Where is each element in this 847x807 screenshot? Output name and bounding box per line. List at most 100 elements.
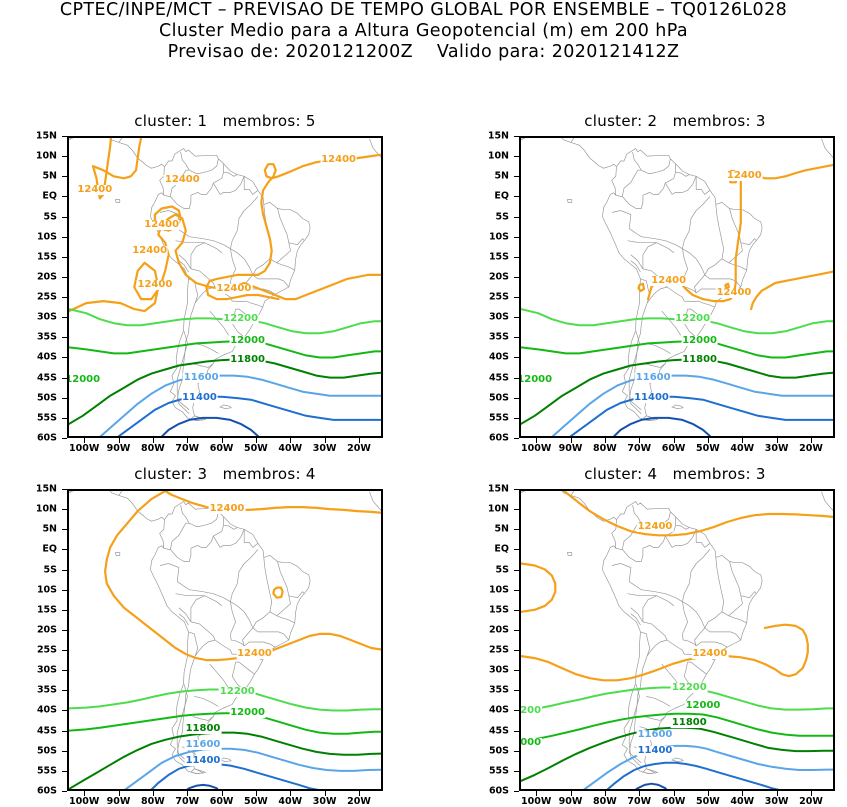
- y-axis-tick-label: 25S: [488, 291, 509, 303]
- y-axis-tick-label: 10S: [488, 584, 509, 596]
- y-axis-tick-mark: [514, 256, 519, 258]
- x-axis-tick-mark: [570, 438, 572, 443]
- y-axis-tick-mark: [514, 196, 519, 198]
- y-axis-tick-label: EQ: [494, 543, 509, 555]
- y-axis-tick-label: 5S: [495, 564, 509, 576]
- y-axis-tick-mark: [62, 136, 67, 137]
- y-axis-tick-mark: [62, 156, 67, 158]
- x-axis-tick-label: 40W: [278, 796, 303, 807]
- contour-label-12200: 12200: [222, 313, 260, 325]
- y-axis-tick-mark: [62, 549, 67, 551]
- contour-label-11600: 11600: [182, 371, 220, 383]
- x-axis-tick-label: 80W: [141, 443, 165, 454]
- x-axis-tick-mark: [742, 438, 744, 443]
- contour-label-12400: 12400: [691, 648, 729, 660]
- x-axis-tick-label: 80W: [593, 443, 617, 454]
- x-axis-tick-label: 100W: [69, 796, 100, 807]
- y-axis-tick-mark: [514, 770, 519, 772]
- x-axis-tick-mark: [221, 791, 223, 796]
- y-axis-tick-label: 55S: [36, 765, 57, 777]
- y-axis-tick-mark: [62, 609, 67, 611]
- contour-label-11400: 11400: [184, 754, 222, 766]
- y-axis-tick-mark: [62, 377, 67, 379]
- x-axis-tick-mark: [152, 438, 154, 443]
- x-axis-tick-label: 60W: [661, 443, 686, 454]
- y-axis-tick-mark: [62, 337, 67, 339]
- plot-area-cluster-3: 12400 12400 12200 12000 11800 11600 11400: [67, 489, 383, 791]
- y-axis-tick-mark: [514, 357, 519, 359]
- y-axis-tick-label: 15N: [487, 130, 509, 142]
- y-axis-tick-mark: [514, 156, 519, 158]
- y-axis-tick-label: 5N: [42, 523, 57, 535]
- y-axis-tick-mark: [514, 489, 519, 490]
- y-axis-tick-label: 5S: [43, 211, 57, 223]
- x-axis-tick-mark: [84, 791, 86, 796]
- y-axis-tick-label: 60S: [36, 432, 57, 444]
- contour-label-12200: 12200: [218, 686, 256, 698]
- y-axis-tick-mark: [514, 176, 519, 178]
- contour-label-12400: 12400: [236, 648, 273, 660]
- y-axis-tick-mark: [514, 690, 519, 692]
- y-axis-tick-label: 5N: [42, 170, 57, 182]
- y-axis-tick-label: 15N: [35, 130, 57, 142]
- x-axis-tick-mark: [776, 791, 778, 796]
- x-axis-tick-mark: [290, 791, 292, 796]
- y-axis-tick-mark: [514, 609, 519, 611]
- map-and-contours-cluster-4: [521, 491, 833, 789]
- contour-label-11800: 11800: [229, 353, 266, 365]
- y-axis-tick-label: 50S: [488, 392, 509, 404]
- y-axis-tick-label: 30S: [36, 311, 57, 323]
- y-axis-tick-mark: [514, 337, 519, 339]
- y-axis-tick-label: 20S: [36, 624, 57, 636]
- x-axis-tick-mark: [604, 791, 606, 796]
- y-axis-tick-label: 45S: [488, 725, 509, 737]
- x-axis-tick-label: 40W: [730, 796, 755, 807]
- y-axis-tick-label: 40S: [36, 351, 57, 363]
- y-axis-tick-mark: [514, 529, 519, 531]
- y-axis-tick-label: 40S: [488, 351, 509, 363]
- y-axis-tick-label: 15S: [36, 251, 57, 263]
- y-axis-tick-mark: [514, 750, 519, 752]
- y-axis-tick-mark: [62, 750, 67, 752]
- x-axis-tick-label: 90W: [558, 796, 583, 807]
- y-axis-tick-mark: [62, 397, 67, 399]
- y-axis-tick-mark: [62, 317, 67, 319]
- y-axis-tick-label: 45S: [36, 725, 57, 737]
- y-axis-tick-label: 55S: [36, 412, 57, 424]
- contour-label-12000: 12000: [229, 706, 266, 718]
- y-axis-tick-label: 50S: [36, 745, 57, 757]
- y-axis-tick-label: 30S: [488, 664, 509, 676]
- x-axis-tick-mark: [673, 438, 675, 443]
- x-axis-tick-label: 60W: [209, 796, 234, 807]
- x-axis-tick-mark: [570, 791, 572, 796]
- y-axis-tick-mark: [62, 650, 67, 652]
- y-axis-tick-mark: [514, 710, 519, 712]
- x-axis-tick-label: 50W: [696, 796, 720, 807]
- x-axis-tick-mark: [810, 438, 812, 443]
- y-axis-tick-mark: [514, 791, 519, 792]
- y-axis-tick-label: 60S: [488, 432, 509, 444]
- contour-label-12200: 12200: [670, 682, 708, 694]
- x-axis-tick-label: 50W: [696, 443, 720, 454]
- y-axis-tick-label: 10N: [487, 503, 509, 515]
- y-axis-tick-label: EQ: [42, 543, 57, 555]
- y-axis-tick-mark: [62, 216, 67, 218]
- contour-label-12400: 12400: [636, 521, 674, 533]
- x-axis-tick-label: 20W: [347, 443, 371, 454]
- y-axis-tick-label: EQ: [494, 190, 509, 202]
- contour-label-12400: 12400: [725, 170, 763, 182]
- y-axis-tick-mark: [62, 569, 67, 571]
- contour-label-11600: 11600: [184, 738, 222, 750]
- y-axis-tick-mark: [62, 710, 67, 712]
- y-axis-tick-mark: [62, 791, 67, 792]
- y-axis-tick-mark: [514, 670, 519, 672]
- y-axis-tick-mark: [514, 397, 519, 399]
- x-axis-tick-mark: [707, 438, 709, 443]
- contour-label-12000: 12000: [69, 374, 102, 385]
- y-axis-tick-mark: [514, 730, 519, 732]
- y-axis-tick-label: 10S: [36, 584, 57, 596]
- contour-label-12200: 2200: [521, 705, 543, 716]
